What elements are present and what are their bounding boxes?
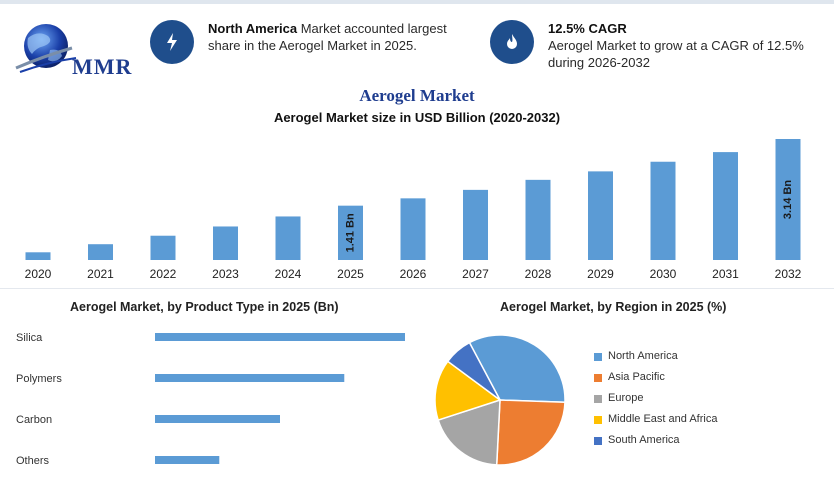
legend-swatch (594, 437, 602, 445)
legend-label: Europe (608, 392, 644, 404)
x-tick-label: 2028 (525, 267, 552, 281)
bar-2027 (463, 189, 488, 260)
product-chart-title: Aerogel Market, by Product Type in 2025 … (70, 300, 339, 314)
hbar-polymers (155, 374, 345, 382)
x-tick-label: 2029 (587, 267, 614, 281)
bar-2025 (338, 205, 363, 260)
bar-2030 (650, 161, 676, 260)
category-label: Others (16, 455, 50, 467)
pie-slice-middle-east-and-africa (434, 360, 502, 422)
market-size-bar-chart: 2020 2021 2022 2023 2024 2025 1.41 Bn 2026 2027 2… (25, 139, 802, 281)
pie-slice-europe (437, 398, 501, 466)
x-tick-label: 2027 (462, 267, 489, 281)
pie-slice-south-america (446, 341, 501, 401)
info-cagr-text: 12.5% CAGR Aerogel Market to grow at a C… (548, 20, 828, 71)
x-tick-label: 2031 (712, 267, 739, 281)
x-tick-label: 2021 (87, 267, 114, 281)
bar-2029 (588, 171, 613, 260)
bar-2031 (713, 152, 738, 260)
bar-2021 (88, 244, 113, 260)
hbar-carbon (155, 415, 280, 423)
bar-2024 (275, 216, 301, 260)
info-region-bold: North America (208, 21, 298, 36)
section-divider (0, 288, 834, 289)
bar-data-label: 1.41 Bn (344, 213, 356, 252)
logo-text: MMR (72, 54, 133, 79)
pie-slice-asia-pacific (495, 399, 566, 466)
flame-icon (490, 20, 534, 64)
category-label: Silica (16, 332, 43, 344)
top-strip (0, 0, 834, 4)
bar-chart-title: Aerogel Market size in USD Billion (2020… (273, 110, 561, 125)
x-tick-label: 2022 (150, 267, 177, 281)
x-tick-label: 2032 (775, 267, 802, 281)
hbar-others (155, 456, 220, 464)
legend-swatch (594, 416, 602, 424)
bar-2023 (213, 226, 238, 260)
region-chart-title: Aerogel Market, by Region in 2025 (%) (500, 300, 727, 314)
x-tick-label: 2020 (25, 267, 52, 281)
main-title: Aerogel Market (359, 86, 475, 105)
x-tick-label: 2025 (337, 267, 364, 281)
category-label: Polymers (16, 373, 62, 385)
bar-2032 (775, 139, 801, 260)
bar-data-label: 3.14 Bn (782, 180, 794, 219)
category-label: Carbon (16, 414, 52, 426)
pie-slice-north-america (468, 334, 566, 404)
x-tick-label: 2030 (650, 267, 677, 281)
region-pie-chart (434, 334, 566, 466)
bar-2026 (400, 198, 426, 260)
product-type-bar-chart: Silica Polymers Carbon Others (16, 332, 405, 467)
legend-label: Middle East and Africa (608, 413, 718, 425)
bolt-icon (150, 20, 194, 64)
legend-label: North America (608, 350, 678, 362)
x-tick-label: 2026 (400, 267, 427, 281)
info-cagr-desc: Aerogel Market to grow at a CAGR of 12.5… (548, 38, 804, 70)
mmr-logo: MMR (14, 18, 131, 79)
x-tick-label: 2023 (212, 267, 239, 281)
info-cagr-bold: 12.5% CAGR (548, 21, 627, 36)
info-region-text: North America Market accounted largest s… (208, 20, 458, 54)
legend-label: South America (608, 434, 680, 446)
globe-icon (15, 24, 77, 73)
legend-swatch (594, 395, 602, 403)
bar-2028 (525, 179, 551, 260)
legend-swatch (594, 353, 602, 361)
info-region-desc: Market accounted largest share in the Ae… (208, 21, 447, 53)
legend-swatch (594, 374, 602, 382)
x-tick-label: 2024 (275, 267, 302, 281)
bar-2022 (150, 235, 176, 260)
legend-label: Asia Pacific (608, 371, 665, 383)
hbar-silica (155, 333, 405, 341)
bar-2020 (25, 252, 51, 260)
